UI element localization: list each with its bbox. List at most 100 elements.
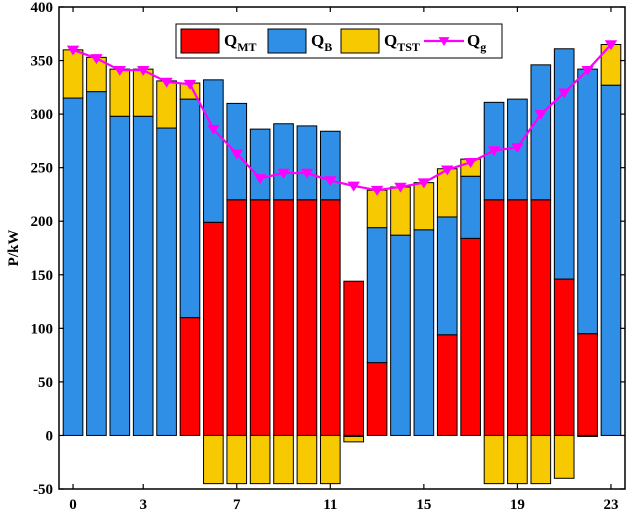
y-tick-label: 150 (31, 268, 54, 284)
qg-marker-21 (557, 88, 571, 99)
bar-q-b-16 (436, 216, 458, 336)
bar-q-b-10 (296, 125, 318, 201)
bar-q-mt-21 (553, 278, 575, 436)
x-tick-label: 19 (510, 497, 525, 513)
bar-q-b-1 (86, 91, 107, 436)
bar-q-b-14 (390, 234, 411, 436)
bar-q-mt-13 (366, 362, 388, 436)
bar-q-mt-5 (179, 317, 201, 436)
y-tick-label: 100 (31, 321, 54, 337)
qg-marker-7 (230, 149, 243, 160)
bar-q-tst-9 (273, 434, 294, 485)
qg-marker-11 (324, 176, 337, 187)
bar-q-b-4 (156, 127, 177, 436)
x-tick-label: 23 (603, 497, 618, 513)
y-axis: -50 0 50 100 150 200 250 300 350 400 (31, 0, 625, 498)
bar-q-tst-16 (436, 168, 458, 218)
qg-marker-18 (487, 146, 501, 157)
bar-q-mt-18 (483, 199, 505, 436)
legend-label-q-mt: QMT (224, 31, 257, 54)
bar-q-mt-11 (319, 199, 341, 436)
bar-q-mt-20 (530, 199, 552, 436)
qg-marker-13 (370, 185, 384, 196)
bar-q-b-8 (249, 128, 271, 201)
bar-q-tst-0 (62, 49, 84, 99)
bar-q-tst-2 (109, 68, 131, 117)
bar-q-mt-16 (436, 334, 458, 436)
qg-line (72, 43, 612, 192)
bar-q-b-6 (203, 79, 224, 223)
bar-q-tst-3 (132, 68, 154, 117)
legend-label-q-b: QB (311, 31, 332, 54)
bar-q-mt-6 (203, 221, 224, 436)
bar-q-b-15 (413, 229, 435, 436)
bar-q-b-17 (460, 175, 481, 239)
bar-q-tst-12 (343, 436, 365, 443)
bar-q-tst-21 (553, 434, 575, 479)
bar-q-mt-10 (296, 199, 318, 436)
bar-q-tst-20 (530, 434, 552, 485)
bar-q-tst-11 (319, 434, 341, 485)
bar-q-tst-6 (203, 434, 224, 485)
bar-q-mt-7 (226, 199, 248, 436)
qg-line-layer (66, 40, 618, 196)
qg-marker-8 (253, 174, 267, 185)
bar-q-b-22 (577, 68, 598, 335)
qg-marker-19 (511, 143, 524, 154)
bar-q-mt-9 (273, 199, 294, 436)
x-tick-label: 3 (139, 497, 147, 513)
legend-swatch-q-b (267, 28, 307, 54)
y-axis-label: P/kW (6, 230, 22, 267)
bar-q-tst-4 (156, 80, 177, 129)
legend-marker-qg (438, 37, 450, 46)
qg-marker-22 (581, 65, 594, 76)
qg-marker-5 (183, 79, 197, 90)
qg-marker-9 (277, 168, 290, 179)
bar-q-mt-12 (343, 280, 365, 436)
qg-marker-2 (113, 65, 127, 76)
bar-q-mt-17 (460, 237, 481, 436)
x-tick-label: 15 (416, 497, 431, 513)
bar-q-b-2 (109, 115, 131, 436)
bar-q-b-23 (600, 84, 622, 436)
qg-marker-0 (66, 45, 80, 56)
qg-marker-10 (300, 168, 314, 179)
y-tick-label: 250 (31, 161, 54, 177)
y-tick-label: 50 (38, 375, 53, 391)
bar-q-b-9 (273, 123, 294, 201)
bar-q-b-11 (319, 130, 341, 201)
plot-area-frame (58, 6, 626, 490)
bar-q-b-20 (530, 64, 552, 201)
y-tick-label: 0 (46, 428, 54, 444)
bar-q-tst-18 (483, 434, 505, 485)
qg-marker-23 (604, 40, 618, 51)
bar-q-tst-7 (226, 434, 248, 485)
qg-marker-3 (136, 65, 150, 76)
bar-q-b-13 (366, 227, 388, 364)
bar-q-b-0 (62, 97, 84, 436)
legend-label-q-tst: QTST (384, 31, 420, 54)
bar-q-tst-10 (296, 434, 318, 485)
qg-marker-20 (534, 109, 548, 120)
legend-label-q-g: Qg (467, 31, 486, 54)
x-tick-label: 7 (233, 497, 241, 513)
bar-q-mt-8 (249, 199, 271, 436)
bar-q-tst-15 (413, 182, 435, 231)
x-tick-label: 11 (323, 497, 337, 513)
legend: QMT QB QTST Qg (175, 23, 503, 59)
y-tick-label: 300 (31, 107, 54, 123)
legend-swatch-q-tst (340, 28, 380, 54)
bar-q-tst-22 (577, 434, 598, 438)
legend-swatch-q-mt (180, 28, 220, 54)
qg-marker-1 (90, 54, 103, 65)
bar-q-b-5 (179, 98, 201, 319)
y-tick-label: -50 (33, 482, 53, 498)
qg-marker-6 (207, 124, 220, 135)
qg-marker-14 (394, 182, 407, 193)
y-tick-label: 200 (31, 214, 54, 230)
bar-q-mt-19 (507, 199, 528, 436)
y-tick-label: 400 (31, 0, 54, 16)
y-tick-label: 350 (31, 54, 54, 70)
bar-q-tst-19 (507, 434, 528, 485)
